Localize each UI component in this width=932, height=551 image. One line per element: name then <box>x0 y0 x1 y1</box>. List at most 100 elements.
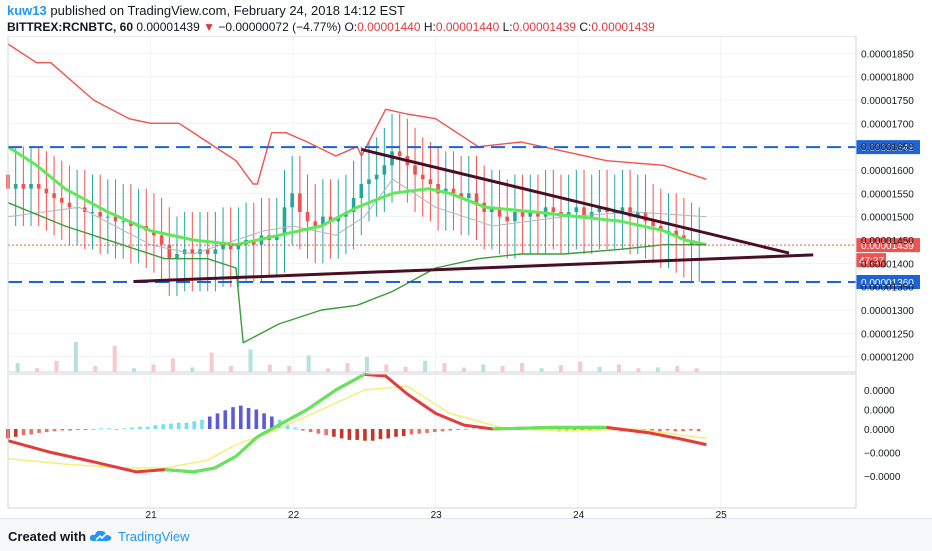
candle-body <box>474 193 479 203</box>
trendlines[interactable] <box>133 148 814 284</box>
macd-histogram-bar <box>91 429 96 430</box>
macd-histogram-bar <box>293 427 297 429</box>
axes: 0.00001850 0.00001800 0.00001750 0.00001700… <box>7 36 914 518</box>
author-link[interactable]: kuw13 <box>7 3 47 18</box>
candle-body <box>597 207 602 212</box>
macd-histogram-bar <box>270 416 274 429</box>
macd-y-tick-label: 0.0000 <box>864 386 895 397</box>
chart-header: kuw13 published on TradingView.com, Febr… <box>0 0 932 38</box>
candle-body <box>451 188 456 194</box>
volume-bar <box>248 349 253 372</box>
chart-area[interactable]: 0.00001649 0.00001360 0.00001439 47:37 0.00… <box>0 36 932 518</box>
volume-bar <box>384 364 389 372</box>
volume-bar <box>209 352 214 372</box>
open-label: O: <box>344 20 358 34</box>
candle-body <box>582 207 586 217</box>
macd-histogram-bar <box>355 429 359 440</box>
macd-histogram-bar <box>464 429 468 430</box>
candle-body <box>90 212 95 213</box>
level-price-label: 0.00001360 <box>861 278 914 289</box>
candle-body <box>29 184 33 189</box>
candle-body <box>336 216 341 222</box>
candle-body <box>221 244 225 250</box>
candle-body <box>52 193 56 198</box>
x-tick-label: 24 <box>573 510 585 518</box>
y-tick-label: 0.00001400 <box>861 259 914 270</box>
candle-body <box>674 230 678 236</box>
y-tick-label: 0.00001650 <box>861 143 914 154</box>
macd-y-tick-label: 0.0000 <box>864 425 895 436</box>
horizontal-levels[interactable]: 0.00001649 0.00001360 0.00001439 47:37 <box>8 140 920 289</box>
y-tick-label: 0.00001200 <box>861 353 914 364</box>
macd-histogram-bar <box>650 429 654 432</box>
y-tick-label: 0.00001700 <box>861 119 914 130</box>
candle-body <box>275 235 279 240</box>
macd-histogram-bar <box>324 429 328 436</box>
macd-histogram-bar <box>122 428 127 430</box>
high-value: 0.00001440 <box>435 20 500 34</box>
macd-histogram-bar <box>681 429 685 432</box>
candle-body <box>313 221 318 226</box>
macd-histogram-bar <box>316 429 321 434</box>
tradingview-brand[interactable]: TradingView <box>118 529 190 544</box>
volume-bar <box>170 358 175 372</box>
candle-body <box>121 221 126 223</box>
candle-body <box>528 212 533 217</box>
candle-body <box>152 230 156 236</box>
macd-histogram-bar <box>696 429 701 432</box>
candle-body <box>666 230 671 232</box>
macd-histogram-bar <box>184 422 189 429</box>
candle-body <box>359 184 364 198</box>
volume-bar <box>675 366 680 372</box>
level-price-tag <box>856 275 920 289</box>
macd-histogram-bar <box>60 429 65 431</box>
candle-body <box>328 216 333 222</box>
volume-bar <box>694 368 699 372</box>
macd-histogram-bar <box>254 409 259 429</box>
close-value: 0.00001439 <box>591 20 655 34</box>
macd-histogram-bar <box>432 429 437 433</box>
candle-body <box>374 174 379 180</box>
volume-bar <box>539 368 544 372</box>
y-tick-label: 0.00001350 <box>861 283 914 294</box>
candle-body <box>643 212 648 222</box>
macd-histogram-bar <box>401 429 406 437</box>
macd-histogram-bar <box>238 405 243 429</box>
volume-bar <box>403 366 408 372</box>
candle-body <box>682 235 686 240</box>
symbol-label[interactable]: BITTREX:RCNBTC, 60 <box>7 20 134 34</box>
candle-body <box>589 212 594 217</box>
macd-histogram-bar <box>114 429 119 430</box>
close-label: C: <box>579 20 592 34</box>
candle-body <box>497 207 502 217</box>
candle-body <box>190 249 195 254</box>
candle-body <box>574 207 579 212</box>
volume-bar <box>558 365 563 372</box>
candle-body <box>98 212 102 217</box>
countdown-tag <box>856 253 886 268</box>
volume-bar <box>481 364 486 372</box>
macd-histogram-bar <box>21 429 26 436</box>
macd-histogram-bar <box>52 429 57 432</box>
macd-histogram-bar <box>285 424 290 429</box>
macd-histogram-bar <box>246 407 251 429</box>
last-price-tag <box>856 238 920 253</box>
indicator-lines <box>7 43 707 344</box>
volume-bar <box>112 345 117 372</box>
macd-histogram-bar <box>68 429 72 431</box>
macd-y-tick-label: −0.0000 <box>864 448 901 459</box>
macd-histogram-bar <box>37 429 41 433</box>
macd-histogram-bar <box>200 419 204 429</box>
x-tick-label: 23 <box>431 510 443 518</box>
macd-histogram-bar <box>44 429 49 433</box>
volume-bar <box>73 342 78 372</box>
candle-body <box>551 207 556 212</box>
candle-body <box>305 212 310 222</box>
macd-histogram-bar <box>339 429 344 439</box>
candle-body <box>635 212 640 217</box>
last-price-label: 0.00001439 <box>861 241 914 252</box>
macd-histogram-bar <box>153 425 158 429</box>
countdown-label: 47:37 <box>859 256 884 267</box>
trendline <box>361 148 790 255</box>
macd-line-rising <box>164 373 366 474</box>
